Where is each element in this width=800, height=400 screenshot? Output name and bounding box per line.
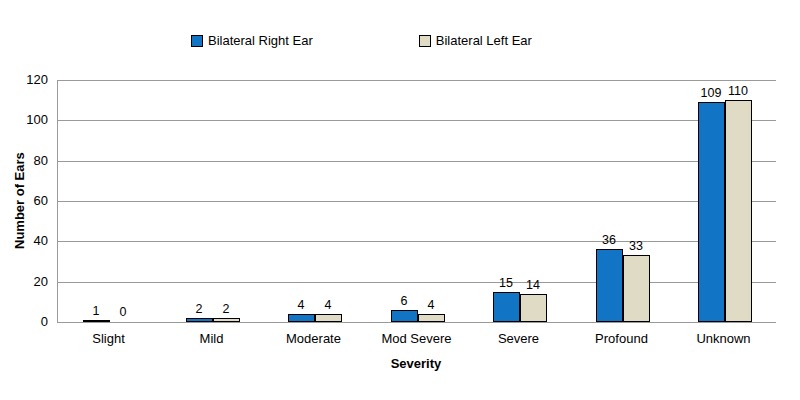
bar-bilateral-right-ear-slight: 1 — [83, 320, 110, 322]
bar-value-label: 33 — [629, 239, 643, 253]
x-tick-label-slight: Slight — [57, 331, 160, 346]
bar-value-label: 36 — [602, 233, 616, 247]
legend-marker-right-ear — [191, 35, 203, 47]
bar-bilateral-right-ear-profound: 36 — [596, 249, 623, 322]
legend-marker-left-ear — [419, 35, 431, 47]
bar-value-label: 4 — [428, 298, 435, 312]
gridline-120 — [58, 80, 776, 81]
bar-value-label: 2 — [196, 302, 203, 316]
y-tick-label-80: 80 — [0, 154, 48, 168]
bar-value-label: 0 — [120, 305, 127, 319]
y-tick-label-0: 0 — [0, 315, 48, 329]
bar-bilateral-right-ear-severe: 15 — [493, 292, 520, 322]
y-tick-label-100: 100 — [0, 113, 48, 127]
bar-group-unknown: 109110 — [673, 100, 776, 322]
bar-value-label: 14 — [526, 278, 540, 292]
y-tick-label-60: 60 — [0, 194, 48, 208]
bar-group-severe: 1514 — [468, 292, 571, 322]
bar-bilateral-left-ear-profound: 33 — [623, 255, 650, 322]
bar-bilateral-right-ear-unknown: 109 — [698, 102, 725, 322]
bar-bilateral-left-ear-mild: 2 — [213, 318, 240, 322]
bar-bilateral-right-ear-mild: 2 — [186, 318, 213, 322]
bar-value-label: 4 — [325, 298, 332, 312]
bar-value-label: 110 — [728, 84, 748, 98]
bar-value-label: 1 — [93, 304, 100, 318]
bar-value-label: 4 — [298, 298, 305, 312]
gridline-80 — [58, 161, 776, 162]
gridline-40 — [58, 241, 776, 242]
bar-group-mod-severe: 64 — [366, 310, 469, 322]
bar-group-moderate: 44 — [263, 314, 366, 322]
x-tick-label-unknown: Unknown — [672, 331, 775, 346]
bar-chart: Bilateral Right Ear Bilateral Left Ear N… — [0, 0, 800, 400]
x-tick-label-mod-severe: Mod Severe — [365, 331, 468, 346]
gridline-100 — [58, 120, 776, 121]
legend: Bilateral Right Ear Bilateral Left Ear — [191, 33, 532, 48]
legend-item-right-ear: Bilateral Right Ear — [191, 33, 313, 48]
x-axis-title: Severity — [57, 356, 775, 371]
legend-label-left-ear: Bilateral Left Ear — [436, 33, 532, 48]
bar-group-slight: 10 — [58, 320, 161, 322]
gridline-60 — [58, 201, 776, 202]
legend-label-right-ear: Bilateral Right Ear — [208, 33, 313, 48]
bar-bilateral-right-ear-moderate: 4 — [288, 314, 315, 322]
x-tick-label-mild: Mild — [160, 331, 263, 346]
bar-bilateral-left-ear-severe: 14 — [520, 294, 547, 322]
bar-value-label: 6 — [401, 294, 408, 308]
plot-area: 1022446415143633109110 — [57, 80, 776, 323]
y-tick-label-40: 40 — [0, 234, 48, 248]
legend-item-left-ear: Bilateral Left Ear — [419, 33, 532, 48]
bar-group-mild: 22 — [161, 318, 264, 322]
x-tick-label-profound: Profound — [570, 331, 673, 346]
bar-bilateral-left-ear-mod-severe: 4 — [418, 314, 445, 322]
bar-value-label: 109 — [701, 86, 722, 100]
bar-bilateral-right-ear-mod-severe: 6 — [391, 310, 418, 322]
x-tick-label-severe: Severe — [467, 331, 570, 346]
bar-bilateral-left-ear-moderate: 4 — [315, 314, 342, 322]
bar-value-label: 15 — [499, 276, 513, 290]
bar-value-label: 2 — [223, 302, 230, 316]
x-tick-label-moderate: Moderate — [262, 331, 365, 346]
bar-bilateral-left-ear-unknown: 110 — [725, 100, 752, 322]
y-tick-label-20: 20 — [0, 275, 48, 289]
y-tick-label-120: 120 — [0, 73, 48, 87]
bar-group-profound: 3633 — [571, 249, 674, 322]
